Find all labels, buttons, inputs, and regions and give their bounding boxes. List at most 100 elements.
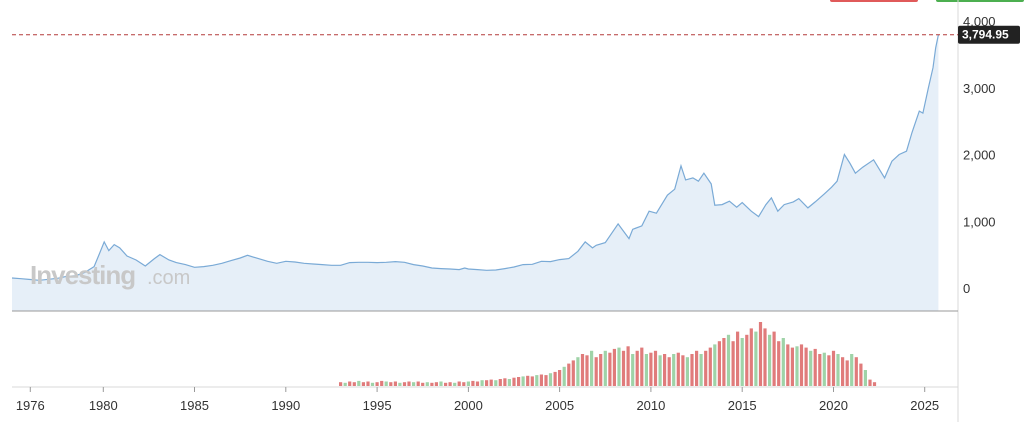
price-line [11,34,939,281]
x-tick-label: 2025 [910,398,939,413]
volume-bar [576,357,580,386]
sell-button[interactable] [830,0,918,2]
volume-bar [412,382,416,386]
volume-bar [640,347,644,386]
volume-bar [822,352,826,386]
volume-bar [617,347,621,386]
volume-bar [343,382,347,386]
volume-bar [453,382,457,386]
volume-bar [612,348,616,386]
x-tick-label: 1976 [16,398,45,413]
volume-bar [480,380,484,386]
y-axis: 4,000 3,000 2,000 1,000 0 [963,14,996,296]
watermark-brand: Investing [30,260,135,290]
volume-bar [544,375,548,386]
volume-bar [548,373,553,386]
y-tick-label: 2,000 [963,148,996,163]
volume-bar [868,379,872,386]
volume-bar [768,334,772,386]
volume-bar [421,382,425,386]
volume-bar [498,379,502,386]
volume-bar [517,377,521,386]
volume-bar [653,350,658,386]
volume-bar [485,380,489,386]
volume-bar [375,382,379,386]
volume-bar [631,354,635,386]
volume-bar [736,331,740,386]
volume-bar [352,382,356,386]
volume-bar [558,370,562,386]
volume-bar [827,355,831,386]
volume-bar [731,341,735,386]
volume-bar [384,381,388,386]
volume-bar [635,350,639,386]
volume-bar [872,382,877,386]
volume-bar [489,379,493,386]
volume-bar [795,346,799,386]
volume-bar [676,352,680,386]
volume-bar [425,382,429,386]
volume-bar [526,375,530,386]
volume-bar [348,381,352,386]
x-tick-label: 2020 [819,398,848,413]
volume-bar [457,381,461,386]
buy-button[interactable] [936,0,1024,2]
volume-bar [571,360,575,386]
volume-bar [402,382,407,386]
y-tick-label: 0 [963,281,970,296]
volume-bar [585,355,589,386]
volume-bar [471,380,475,386]
volume-bar [430,382,434,386]
volume-bar [850,354,854,386]
last-price-badge-bg [958,25,1020,44]
volume-bar [626,346,630,386]
volume-bar [361,382,365,386]
volume-bar [389,382,393,386]
volume-bar [398,382,402,386]
x-tick-label: 1980 [89,398,118,413]
x-tick-label: 1995 [363,398,392,413]
y-tick-label: 3,000 [963,81,996,96]
volume-bar [690,354,694,386]
volume-bar [407,381,411,386]
volume-bar [726,334,731,386]
price-area-fill [12,34,939,311]
volume-bar [599,354,603,386]
y-tick-label: 4,000 [963,14,996,29]
volume-bar [790,347,794,386]
volume-bar [699,354,703,386]
last-price-label: 3,794.95 [962,28,1009,42]
volume-bar [818,354,822,386]
watermark-suffix: .com [147,267,190,289]
volume-bar [713,344,717,386]
volume-bar [831,350,836,386]
volume-bar [475,381,480,386]
volume-bar [859,363,863,386]
volume-bar [512,377,516,386]
volume-bar [772,331,776,386]
volume-bar [507,379,511,386]
volume-bars [339,322,877,386]
volume-bar [539,374,543,386]
x-tick-label: 2010 [636,398,665,413]
volume-bar [562,366,566,386]
volume-bar [777,341,781,386]
x-tick-label: 1985 [180,398,209,413]
volume-bar [580,354,585,386]
volume-bar [754,331,758,386]
x-tick-label: 1990 [271,398,300,413]
x-axis: 1976 1980 1985 1990 1995 2000 2005 2010 2015 2020… [16,387,939,413]
volume-bar [380,380,384,386]
volume-bar [393,381,397,386]
volume-bar [663,354,667,386]
volume-bar [448,382,452,386]
volume-bar [444,382,448,386]
volume-bar [758,322,763,386]
volume-bar [370,382,375,386]
volume-bar [845,360,849,386]
volume-bar [799,344,804,386]
price-area-group [11,34,939,311]
volume-bar [681,355,685,386]
volume-bar [672,354,676,386]
